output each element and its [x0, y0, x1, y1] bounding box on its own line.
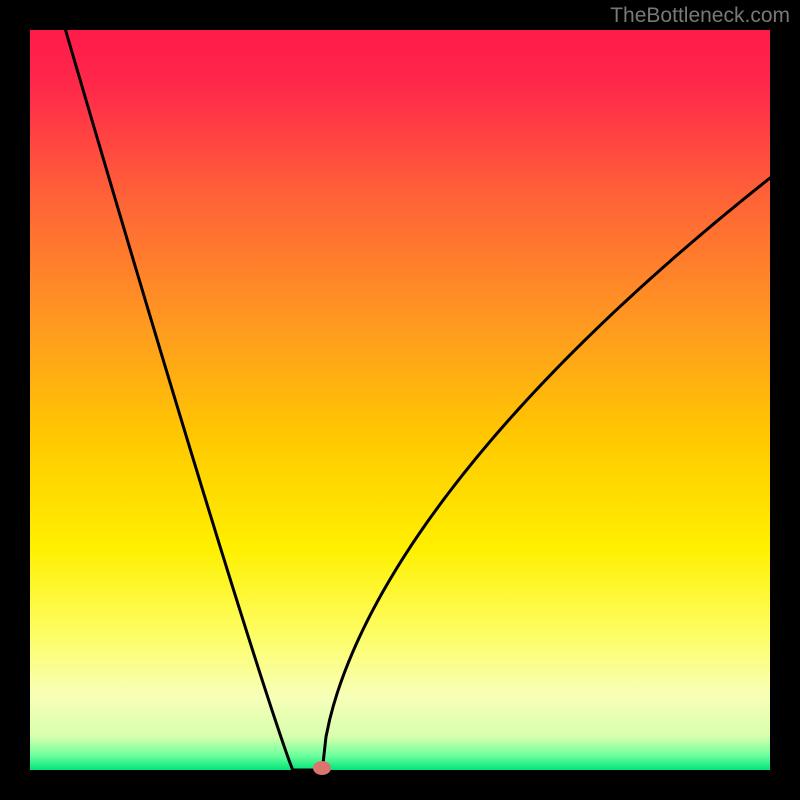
min-marker	[313, 761, 331, 775]
curve-plot	[30, 30, 770, 770]
watermark-text: TheBottleneck.com	[610, 4, 790, 28]
bottleneck-curve	[66, 30, 770, 770]
plot-area	[30, 30, 770, 770]
